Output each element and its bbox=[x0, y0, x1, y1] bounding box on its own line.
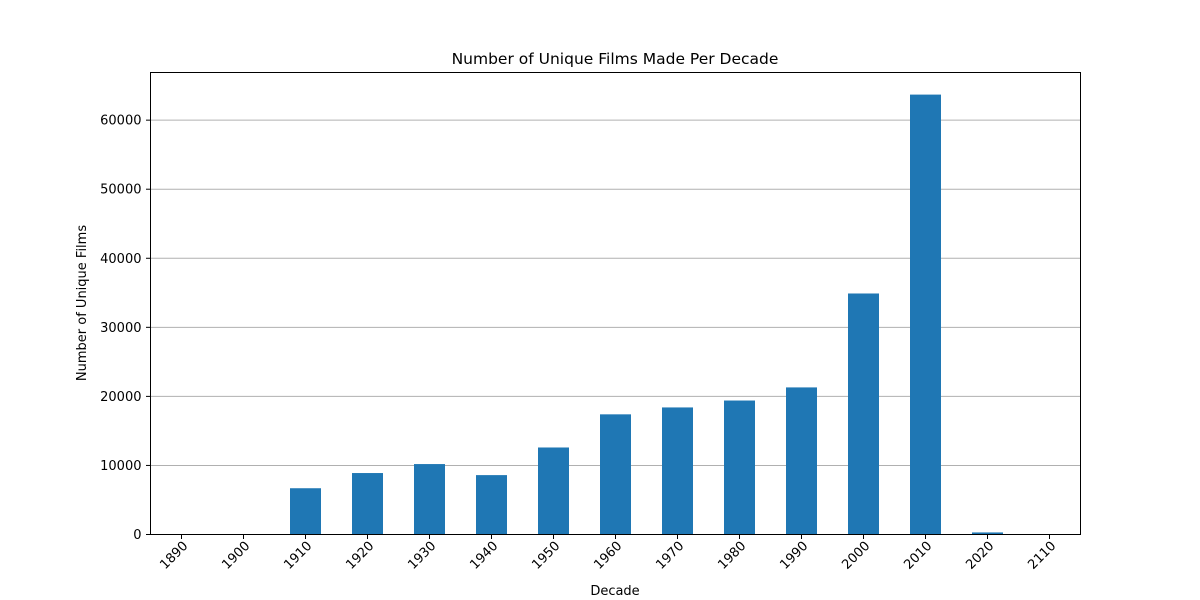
bar-1950 bbox=[538, 447, 569, 535]
bar-1930 bbox=[414, 464, 445, 535]
bar-1970 bbox=[662, 407, 693, 535]
y-axis: 0 10000 20000 30000 40000 50000 60000 bbox=[100, 114, 151, 543]
y-axis-label: Number of Unique Films bbox=[75, 225, 90, 381]
chart-title: Number of Unique Films Made Per Decade bbox=[452, 50, 779, 68]
y-tick-label: 50000 bbox=[100, 183, 141, 198]
bar-2010 bbox=[910, 94, 941, 535]
bar-1990 bbox=[786, 387, 817, 535]
y-tick-label: 20000 bbox=[100, 390, 141, 405]
x-axis-label: Decade bbox=[590, 584, 639, 599]
y-tick-label: 10000 bbox=[100, 459, 141, 474]
y-tick-label: 60000 bbox=[100, 114, 141, 129]
bar-1910 bbox=[290, 488, 321, 535]
y-tick-label: 40000 bbox=[100, 252, 141, 267]
bar-1940 bbox=[476, 475, 507, 535]
y-tick-label: 0 bbox=[133, 528, 141, 543]
bar-1980 bbox=[724, 400, 755, 535]
y-tick-label: 30000 bbox=[100, 321, 141, 336]
bar-1920 bbox=[352, 473, 383, 535]
bar-1960 bbox=[600, 414, 631, 535]
bars bbox=[166, 94, 1065, 535]
bar-2020 bbox=[972, 532, 1003, 535]
bar-2000 bbox=[848, 293, 879, 535]
